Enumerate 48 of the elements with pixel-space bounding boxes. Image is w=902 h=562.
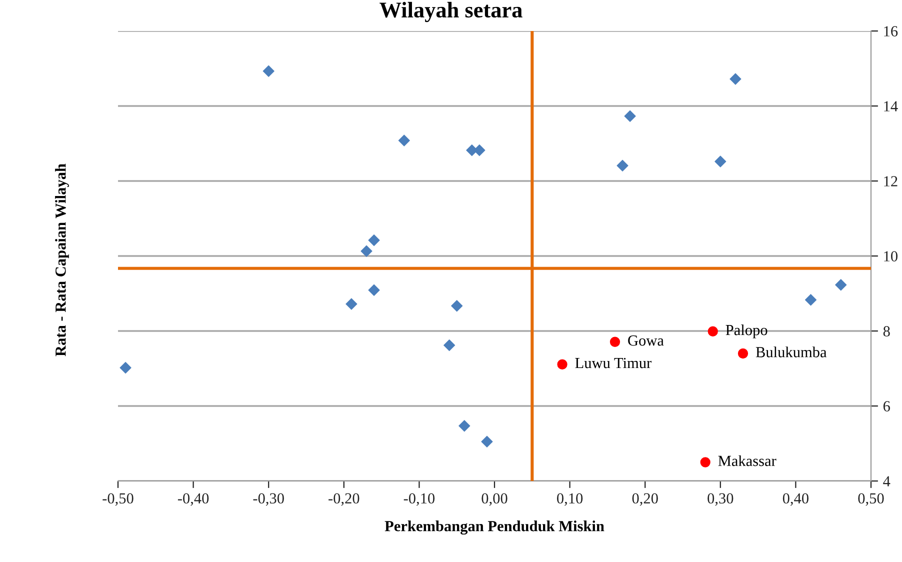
point xyxy=(557,359,568,370)
x-tick-label: -0,40 xyxy=(178,493,209,506)
point xyxy=(360,245,372,257)
annotation: Palopo xyxy=(726,324,768,338)
point xyxy=(444,339,456,352)
point xyxy=(262,65,274,77)
chart-title: Wilayah setara xyxy=(380,2,522,22)
x-tick-label: 0,00 xyxy=(482,493,508,506)
point xyxy=(451,300,463,312)
point xyxy=(610,336,620,347)
x-tick-label: 0,10 xyxy=(557,493,583,506)
point xyxy=(714,156,726,168)
annotation: Luwu Timur xyxy=(575,358,652,368)
point xyxy=(835,279,847,291)
x-tick-label: -0,50 xyxy=(102,493,134,506)
point xyxy=(368,284,380,296)
point xyxy=(616,160,628,172)
point xyxy=(346,298,358,310)
point xyxy=(804,294,817,306)
point xyxy=(624,110,636,122)
x-tick-label: -0,10 xyxy=(404,493,435,506)
y-tick-label: 6 xyxy=(883,401,890,412)
annotation: Makassar xyxy=(718,455,776,466)
annotation: Bulukumba xyxy=(756,346,827,358)
y-axis-title: Rata - Rata Capaian Wilayah xyxy=(55,164,69,356)
y-tick-label: 8 xyxy=(883,326,890,336)
point xyxy=(700,457,710,468)
x-tick-label: 0,30 xyxy=(708,493,734,506)
point xyxy=(708,326,718,336)
y-tick-label: 14 xyxy=(884,101,898,112)
point xyxy=(120,362,132,374)
y-tick-label: 12 xyxy=(884,176,898,186)
point xyxy=(738,348,748,359)
point xyxy=(368,234,380,246)
point xyxy=(398,134,410,146)
annotation: Gowa xyxy=(628,335,664,346)
y-tick-label: 10 xyxy=(884,251,898,262)
y-tick-label: 16 xyxy=(884,26,898,36)
x-tick-label: 0,20 xyxy=(632,493,658,506)
x-tick-label: -0,20 xyxy=(328,493,360,506)
point xyxy=(730,73,742,85)
x-tick-label: 0,40 xyxy=(782,493,808,506)
x-axis-title: Perkembangan Penduduk Miskin xyxy=(384,520,604,535)
y-tick-label: 4 xyxy=(883,476,890,486)
x-tick-label: 0,50 xyxy=(858,493,884,506)
x-tick-label: -0,30 xyxy=(253,493,284,506)
point xyxy=(458,420,470,432)
point xyxy=(481,436,493,448)
